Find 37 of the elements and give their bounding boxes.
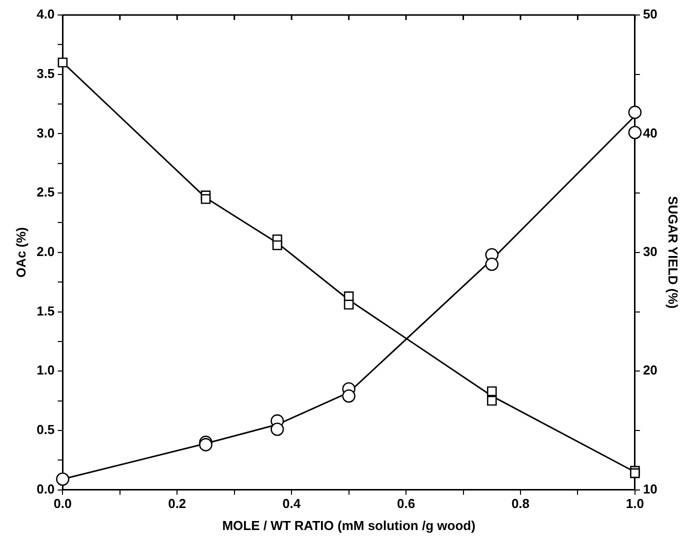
x-tick-label: 0.2 xyxy=(168,496,186,512)
y-tick-label: 2.0 xyxy=(36,244,55,259)
x-tick-label: 0.0 xyxy=(54,496,72,512)
point xyxy=(342,389,356,403)
point xyxy=(486,396,497,406)
y2-tick-label: 40 xyxy=(642,125,658,140)
x-tick-label: 0.8 xyxy=(511,496,530,512)
y-tick-label: 1.0 xyxy=(36,362,55,378)
point xyxy=(628,126,642,140)
point xyxy=(486,386,497,396)
y-tick-label: 0.0 xyxy=(36,481,55,496)
x-axis-title: MOLE / WT RATIO (mM solution /g wood) xyxy=(222,518,476,533)
y-tick-label: 3.0 xyxy=(36,125,55,140)
y-tick-label: 2.5 xyxy=(36,184,55,200)
y-tick-label: 1.5 xyxy=(36,303,55,318)
y2-tick-label: 10 xyxy=(642,481,658,496)
x-tick-label: 0.4 xyxy=(282,496,302,512)
point xyxy=(272,240,282,250)
point xyxy=(344,300,354,310)
point xyxy=(200,194,211,204)
point xyxy=(56,472,70,486)
y2-tick-label: 30 xyxy=(642,244,658,259)
point xyxy=(628,106,642,119)
y-tick-label: 3.5 xyxy=(36,66,55,81)
y2-axis-title: SUGAR YIELD (%) xyxy=(666,196,681,309)
point xyxy=(485,258,499,271)
y-tick-label: 4.0 xyxy=(36,6,55,22)
x-tick-label: 1.0 xyxy=(626,496,644,512)
point xyxy=(58,58,68,68)
x-tick-label: 0.6 xyxy=(396,496,416,512)
y2-tick-label: 20 xyxy=(642,362,658,378)
point xyxy=(270,422,284,436)
y2-tick-label: 50 xyxy=(642,6,658,22)
point xyxy=(630,468,640,478)
y-tick-label: 0.5 xyxy=(36,422,55,438)
y-axis-title: OAc (%) xyxy=(13,227,28,278)
point xyxy=(199,438,212,452)
